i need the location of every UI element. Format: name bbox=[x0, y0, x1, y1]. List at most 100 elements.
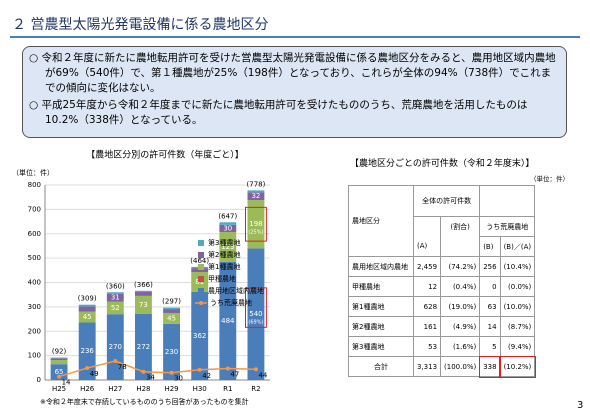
table-cell: 14 bbox=[479, 316, 501, 337]
bar-segment bbox=[106, 314, 124, 380]
line-label: 49 bbox=[90, 370, 99, 378]
table-row: 農用地区域内農地 2,459 (74.2%) 256 (10.4%) bbox=[348, 256, 536, 277]
legend-label: 第3種農地 bbox=[208, 238, 240, 247]
bar-segment bbox=[163, 323, 180, 380]
total-label: (309) bbox=[78, 295, 97, 303]
table-cell: (10.4%) bbox=[499, 256, 536, 277]
x-tick-label: R1 bbox=[223, 385, 232, 393]
line-point bbox=[85, 366, 90, 371]
header-title: ２ 営農型太陽光発電設備に係る農地区分 bbox=[12, 17, 269, 33]
line-point bbox=[141, 369, 146, 374]
legend-swatch bbox=[199, 301, 203, 305]
line-point bbox=[253, 367, 258, 372]
bar-segment bbox=[50, 360, 68, 365]
unit-label: （単位：件） bbox=[12, 168, 54, 177]
bar-segment bbox=[247, 192, 265, 201]
bar-segment bbox=[247, 248, 265, 380]
line-label: 30 bbox=[174, 375, 183, 383]
table-row: 甲種農地 12 (0.4%) 0 (0.0%) bbox=[348, 276, 536, 297]
chart-title: 【農地区分別の許可件数（年度ごと）】 bbox=[86, 149, 244, 161]
bar-segment bbox=[50, 358, 68, 361]
segment-label: 484 bbox=[221, 317, 235, 325]
table-title: 【農地区分ごとの許可件数（令和２年度末）】 bbox=[350, 159, 535, 169]
segment-label: 32 bbox=[251, 192, 260, 200]
table-cell: 256 bbox=[479, 256, 501, 277]
table-cell: (A) bbox=[412, 236, 442, 257]
legend-swatch bbox=[198, 264, 204, 270]
table-row: (A) (B) (B)／(A) bbox=[349, 236, 536, 257]
highlight bbox=[245, 287, 267, 328]
bar-segment bbox=[135, 313, 152, 380]
table-cell: (10.0%) bbox=[499, 296, 536, 317]
table-cell: 農地区分 bbox=[348, 185, 414, 257]
annotation: (69%) bbox=[248, 320, 263, 326]
legend-swatch bbox=[198, 288, 204, 294]
table-cell: 第1種農地 bbox=[348, 296, 414, 317]
table-cell: 5 bbox=[479, 336, 501, 357]
annotation: (25%) bbox=[248, 230, 263, 236]
table-cell: (100.0%) bbox=[440, 356, 481, 377]
x-tick-label: H28 bbox=[136, 385, 150, 393]
bar-segment bbox=[219, 224, 237, 233]
bar-segment bbox=[106, 293, 124, 302]
line bbox=[58, 360, 256, 378]
table-cell: (19.0%) bbox=[440, 296, 481, 317]
table-unit: （単位：件） bbox=[530, 175, 569, 183]
table-cell: (8.7%) bbox=[499, 316, 536, 337]
bar-segment bbox=[247, 190, 265, 193]
bar-segment bbox=[135, 290, 152, 293]
total-label: (297) bbox=[162, 298, 181, 306]
y-tick-label: 400 bbox=[28, 279, 41, 287]
table-cell: (B) bbox=[479, 236, 501, 257]
table-cell: (9.4%) bbox=[499, 336, 536, 357]
bar-segment bbox=[135, 292, 152, 296]
bar-segment bbox=[219, 262, 237, 380]
legend-swatch bbox=[198, 252, 204, 258]
legend-label: 第2種農地 bbox=[208, 250, 240, 259]
total-label: (464) bbox=[190, 257, 209, 265]
y-tick-label: 100 bbox=[28, 352, 41, 360]
segment-label: 270 bbox=[109, 343, 122, 351]
segment-label: 65 bbox=[55, 368, 64, 376]
segment-label: 230 bbox=[165, 348, 178, 356]
segment-label: 540 bbox=[249, 310, 262, 318]
highlight bbox=[245, 206, 267, 242]
bar-segment bbox=[78, 322, 96, 380]
table-cell: 0 bbox=[479, 276, 501, 297]
footnote: ※令和２年度末で存続しているもののうち回答があったものを集計 bbox=[40, 398, 249, 406]
bar-segment bbox=[163, 312, 180, 324]
bar-segment bbox=[219, 232, 237, 263]
legend-label: 第1種農地 bbox=[208, 262, 240, 271]
table-cell: 第3種農地 bbox=[348, 336, 414, 357]
table-cell: 628 bbox=[412, 296, 442, 317]
table-cell: 12 bbox=[412, 276, 442, 297]
total-label: (360) bbox=[106, 282, 125, 290]
x-tick-label: H30 bbox=[193, 385, 207, 393]
table-row: 合計 3,313 (100.0%) 338 (10.2%) bbox=[348, 355, 536, 378]
x-tick-label: H25 bbox=[52, 385, 66, 393]
bullet-text: 平成25年度から令和２年度までに新たに農地転用許可を受けたもののうち、荒廃農地を… bbox=[41, 99, 528, 126]
line-point bbox=[197, 367, 202, 372]
line-label: 44 bbox=[258, 371, 267, 379]
table-cell: 53 bbox=[412, 336, 442, 357]
table-cell: (割合) bbox=[440, 216, 481, 237]
segment-label: 236 bbox=[81, 347, 95, 355]
bullet: ○ 平成25年度から令和２年度までに新たに農地転用許可を受けたもののうち、荒廃農… bbox=[29, 99, 528, 126]
x-tick-label: R2 bbox=[251, 385, 260, 393]
bullet: ○ 令和２年度に新たに農地転用許可を受けた営農型太陽光発電設備に係る農地区分をみ… bbox=[29, 52, 556, 94]
total-label: (778) bbox=[247, 180, 266, 188]
legend-label: うち荒廃農地 bbox=[210, 298, 252, 307]
table-cell: 2,459 bbox=[412, 256, 442, 277]
table-cell: (4.9%) bbox=[440, 316, 481, 337]
segment-label: 45 bbox=[167, 314, 176, 322]
table-cell: (0.0%) bbox=[499, 276, 536, 297]
y-tick-label: 0 bbox=[37, 376, 41, 384]
table-row: 第2種農地 161 (4.9%) 14 (8.7%) bbox=[348, 316, 536, 337]
line-label: 34 bbox=[146, 374, 155, 382]
summary-box: ○ 令和２年度に新たに農地転用許可を受けた営農型太陽光発電設備に係る農地区分をみ… bbox=[22, 46, 567, 138]
segment-label: 272 bbox=[137, 343, 150, 351]
table-cell: 農用地区域内農地 bbox=[348, 256, 414, 277]
table-cell: 甲種農地 bbox=[348, 276, 414, 297]
segment-label: 45 bbox=[83, 313, 92, 321]
